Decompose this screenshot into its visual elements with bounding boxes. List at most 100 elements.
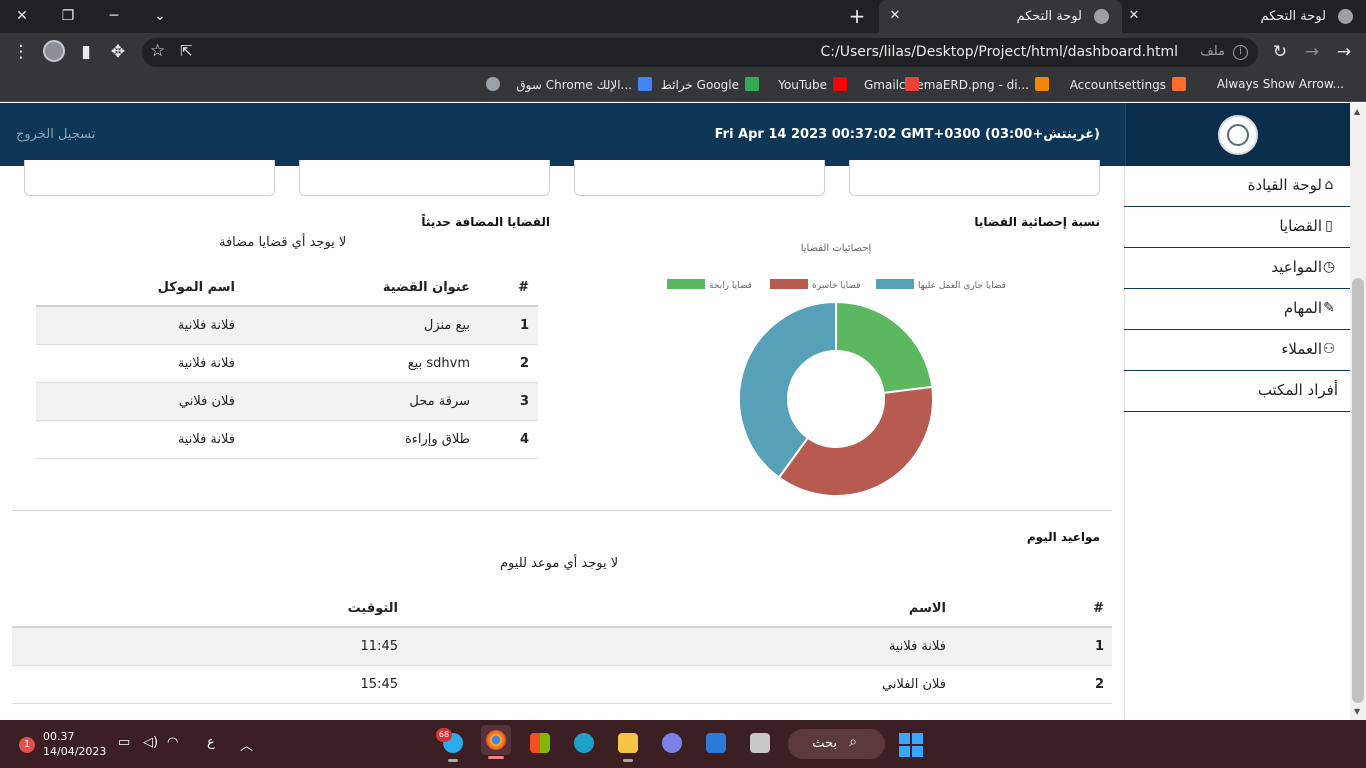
summary-card[interactable]	[299, 160, 550, 196]
cpanel-icon	[1172, 77, 1186, 91]
tab-close-icon[interactable]: ✕	[1128, 8, 1140, 23]
volume-icon[interactable]: ◁)	[143, 735, 159, 750]
windows-start-icon[interactable]	[899, 733, 923, 757]
taskbar-search[interactable]: ⌕ بحث	[788, 729, 885, 759]
table-row[interactable]: 2 فلان الفلاني 15:45	[12, 666, 1112, 704]
row-number: 2	[519, 356, 529, 371]
column-header: الاسم	[908, 601, 946, 616]
bookmark-item[interactable]: سوق Chrome الإلك...	[516, 77, 652, 95]
table-row[interactable]: 1 فلانة فلانية 11:45	[12, 628, 1112, 666]
edge-app-icon[interactable]	[569, 728, 599, 758]
gmail-icon	[905, 77, 919, 91]
teams-chat-app-icon[interactable]	[657, 728, 687, 758]
battery-icon[interactable]: ▭	[118, 735, 131, 750]
scrollbar-thumb[interactable]	[1352, 278, 1364, 703]
donut-slice[interactable]	[777, 385, 934, 497]
column-header: #	[518, 280, 529, 295]
legend-label[interactable]: قضايا خاسرة	[812, 281, 861, 291]
legend-label[interactable]: قضايا رابحة	[709, 281, 752, 291]
tab-active[interactable]: ✕ لوحة التحكم	[879, 0, 1122, 33]
site-info-icon[interactable]: i	[1233, 45, 1248, 60]
column-header: اسم الموكل	[157, 280, 235, 295]
window-minimize-icon[interactable]: ─	[109, 8, 119, 24]
clock-time: 00.37	[43, 730, 75, 743]
page-scrollbar[interactable]: ▲ ▼	[1350, 103, 1366, 720]
sidebar-item-appointments[interactable]: ◷ المواعيد	[1124, 248, 1350, 289]
task-view-icon[interactable]	[745, 728, 775, 758]
menu-kebab-icon[interactable]: ⋮	[12, 42, 30, 62]
bookmark-star-icon[interactable]: ☆	[150, 41, 166, 61]
widgets-app-icon[interactable]	[701, 728, 731, 758]
window-restore-icon[interactable]: ❐	[61, 8, 75, 24]
globe-icon	[1094, 9, 1109, 24]
table-row[interactable]: 3 سرقة محل فلان فلاني	[36, 383, 538, 421]
scroll-down-arrow-icon[interactable]: ▼	[1354, 707, 1361, 716]
new-tab-button[interactable]: +	[848, 4, 866, 28]
bookmark-globe-icon[interactable]	[486, 77, 500, 95]
bookmark-item[interactable]: Gmail	[864, 77, 919, 95]
taskbar-clock[interactable]: 00.37 14/04/2023	[43, 729, 106, 759]
sidebar-item-label: القضايا	[1279, 217, 1322, 235]
store-app-icon[interactable]	[525, 728, 555, 758]
law-scale-logo[interactable]	[1218, 115, 1258, 155]
summary-card[interactable]	[574, 160, 825, 196]
sidebar-item-label: العملاء	[1281, 340, 1322, 358]
share-icon[interactable]: ⇱	[180, 42, 193, 60]
client-name: فلان فلاني	[178, 394, 235, 409]
forward-icon[interactable]: →	[1304, 42, 1320, 62]
sidebar-item-office-members[interactable]: أفراد المكتب	[1124, 371, 1350, 412]
sidebar-item-dashboard[interactable]: ⌂ لوحة القيادة	[1124, 166, 1350, 207]
summary-card[interactable]	[849, 160, 1100, 196]
case-title: سرقة محل	[409, 394, 470, 409]
address-scheme-label: ملف	[1200, 44, 1225, 59]
globe-icon	[1338, 9, 1353, 24]
bookmark-item[interactable]: cinemaERD.png - di...	[899, 77, 1049, 95]
sidebar-item-cases[interactable]: ▯ القضايا	[1124, 207, 1350, 248]
notification-count-badge[interactable]: 1	[19, 737, 35, 753]
profile-avatar[interactable]	[43, 40, 65, 62]
legend-swatch[interactable]	[770, 279, 808, 289]
window-close-icon[interactable]: ✕	[16, 8, 28, 24]
tab-close-icon[interactable]: ✕	[889, 8, 901, 23]
input-language[interactable]: ع	[207, 735, 215, 750]
bookmark-item[interactable]: Accountsettings	[1070, 77, 1186, 95]
sidebar: ⌂ لوحة القيادة ▯ القضايا ◷ المواعيد ✎ ال…	[1124, 166, 1350, 720]
table-row[interactable]: 1 بيع منزل فلانة فلانية	[36, 307, 538, 345]
bookmark-label: Always Show Arrow...	[1216, 77, 1344, 91]
donut-slice[interactable]	[738, 300, 837, 479]
chart-legend: قضايا جاري العمل عليها قضايا خاسرة قضايا ر…	[667, 279, 1006, 291]
back-icon[interactable]: →	[1336, 42, 1352, 62]
file-explorer-app-icon[interactable]	[613, 728, 643, 762]
legend-swatch[interactable]	[876, 279, 914, 289]
appointments-title: مواعيد اليوم	[1026, 530, 1100, 544]
wifi-icon[interactable]: ◠	[167, 735, 179, 750]
sidebar-item-label: لوحة القيادة	[1247, 176, 1322, 194]
address-url[interactable]: C:/Users/lilas/Desktop/Project/html/dash…	[820, 44, 1178, 60]
table-row[interactable]: 4 طلاق وإراءة فلانة فلانية	[36, 421, 538, 459]
bookmark-item[interactable]: خرائط Google	[661, 77, 759, 95]
address-bar[interactable]: ☆ ⇱ C:/Users/lilas/Desktop/Project/html/…	[142, 38, 1258, 67]
reload-icon[interactable]: ↻	[1272, 42, 1288, 62]
case-title: بيع منزل	[423, 318, 470, 333]
tray-overflow-chevron-icon[interactable]: ︿	[240, 739, 254, 754]
bookmark-item[interactable]: Always Show Arrow...	[1217, 77, 1344, 95]
column-header: عنوان القضية	[382, 280, 470, 295]
tab-inactive[interactable]: ✕ لوحة التحكم	[1122, 0, 1366, 33]
column-header: #	[1093, 601, 1104, 616]
sidebar-item-clients[interactable]: ⚇ العملاء	[1124, 330, 1350, 371]
bookmark-item[interactable]: YouTube	[778, 77, 847, 95]
chrome-app-icon[interactable]	[481, 725, 511, 759]
side-panel-icon[interactable]: ▮	[81, 42, 91, 62]
extensions-icon[interactable]: ✥	[110, 42, 126, 62]
summary-cards	[24, 160, 1100, 198]
scroll-up-arrow-icon[interactable]: ▲	[1354, 107, 1361, 116]
legend-label[interactable]: قضايا جاري العمل عليها	[918, 281, 1006, 291]
file-icon: ▯	[1325, 218, 1333, 234]
donut-slice[interactable]	[835, 300, 934, 395]
table-row[interactable]: 2 بيع sdhvm فلانة فلانية	[36, 345, 538, 383]
tab-search-chevron-icon[interactable]: ⌄	[154, 8, 166, 24]
sidebar-item-tasks[interactable]: ✎ المهام	[1124, 289, 1350, 330]
summary-card[interactable]	[24, 160, 275, 196]
legend-swatch[interactable]	[667, 279, 705, 289]
logout-link[interactable]: تسجيل الخروج	[16, 127, 96, 142]
